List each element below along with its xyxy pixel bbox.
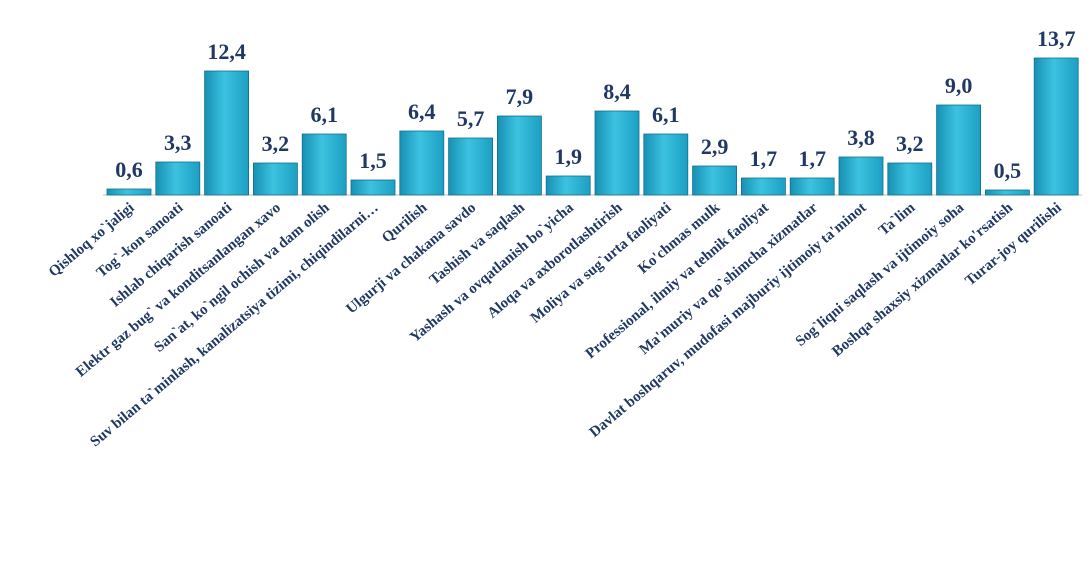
data-label: 6,1 <box>652 102 680 127</box>
bar <box>301 133 347 196</box>
data-label: 8,4 <box>603 79 631 104</box>
bar <box>985 189 1030 196</box>
bar <box>399 130 445 196</box>
bar <box>204 70 250 196</box>
category-label: Tog`-kon sanoati <box>94 200 187 281</box>
bar <box>643 133 689 196</box>
bar <box>936 104 981 196</box>
bar <box>741 177 786 196</box>
category-label: Ma'muriy va qo`shimcha xizmatlar <box>637 200 821 358</box>
bar <box>106 188 152 196</box>
data-label: 3,3 <box>164 130 192 155</box>
bar <box>887 162 933 196</box>
value-labels: 0,6 3,3 12,4 3,2 6,1 1,5 6,4 5,7 7,9 1,9 8,4 6,1 2,9… <box>115 26 1075 183</box>
data-label: 0,5 <box>994 158 1022 183</box>
category-label: San`at, ko`ngil ochish va dam olish <box>151 199 333 355</box>
data-label: 1,5 <box>359 148 387 173</box>
data-label: 1,7 <box>798 146 826 171</box>
data-label: 3,2 <box>896 131 924 156</box>
category-label: Ko'chmas mulk <box>635 199 723 277</box>
data-label: 1,7 <box>750 146 778 171</box>
bar <box>1033 57 1079 196</box>
bar <box>448 137 494 196</box>
bar <box>496 115 542 196</box>
data-label: 2,9 <box>701 134 729 159</box>
bar <box>252 162 298 196</box>
data-label: 1,9 <box>554 144 582 169</box>
data-label: 3,2 <box>262 131 290 156</box>
data-label: 6,1 <box>310 102 338 127</box>
bar <box>789 177 835 196</box>
category-label: Ta`lim <box>876 199 919 239</box>
data-label: 7,9 <box>506 84 534 109</box>
data-label: 3,8 <box>847 125 875 150</box>
bar <box>838 156 884 196</box>
data-label: 6,4 <box>408 99 436 124</box>
bar <box>155 161 201 196</box>
bar <box>692 165 737 196</box>
data-label: 12,4 <box>207 39 246 64</box>
bar <box>594 110 640 196</box>
data-label: 13,7 <box>1037 26 1076 51</box>
bar <box>545 175 591 196</box>
category-label: Professional, ilmiy va tehnik faoliyat <box>583 200 772 362</box>
data-label: 9,0 <box>945 73 973 98</box>
data-label: 0,6 <box>115 157 143 182</box>
data-label: 5,7 <box>457 106 485 131</box>
category-label: Qishloq xo`jaligi <box>46 200 138 281</box>
category-label: Boshqa shaxsiy xizmatlar ko'rsatish <box>829 199 1016 360</box>
bars <box>106 57 1079 196</box>
bar <box>350 179 396 196</box>
